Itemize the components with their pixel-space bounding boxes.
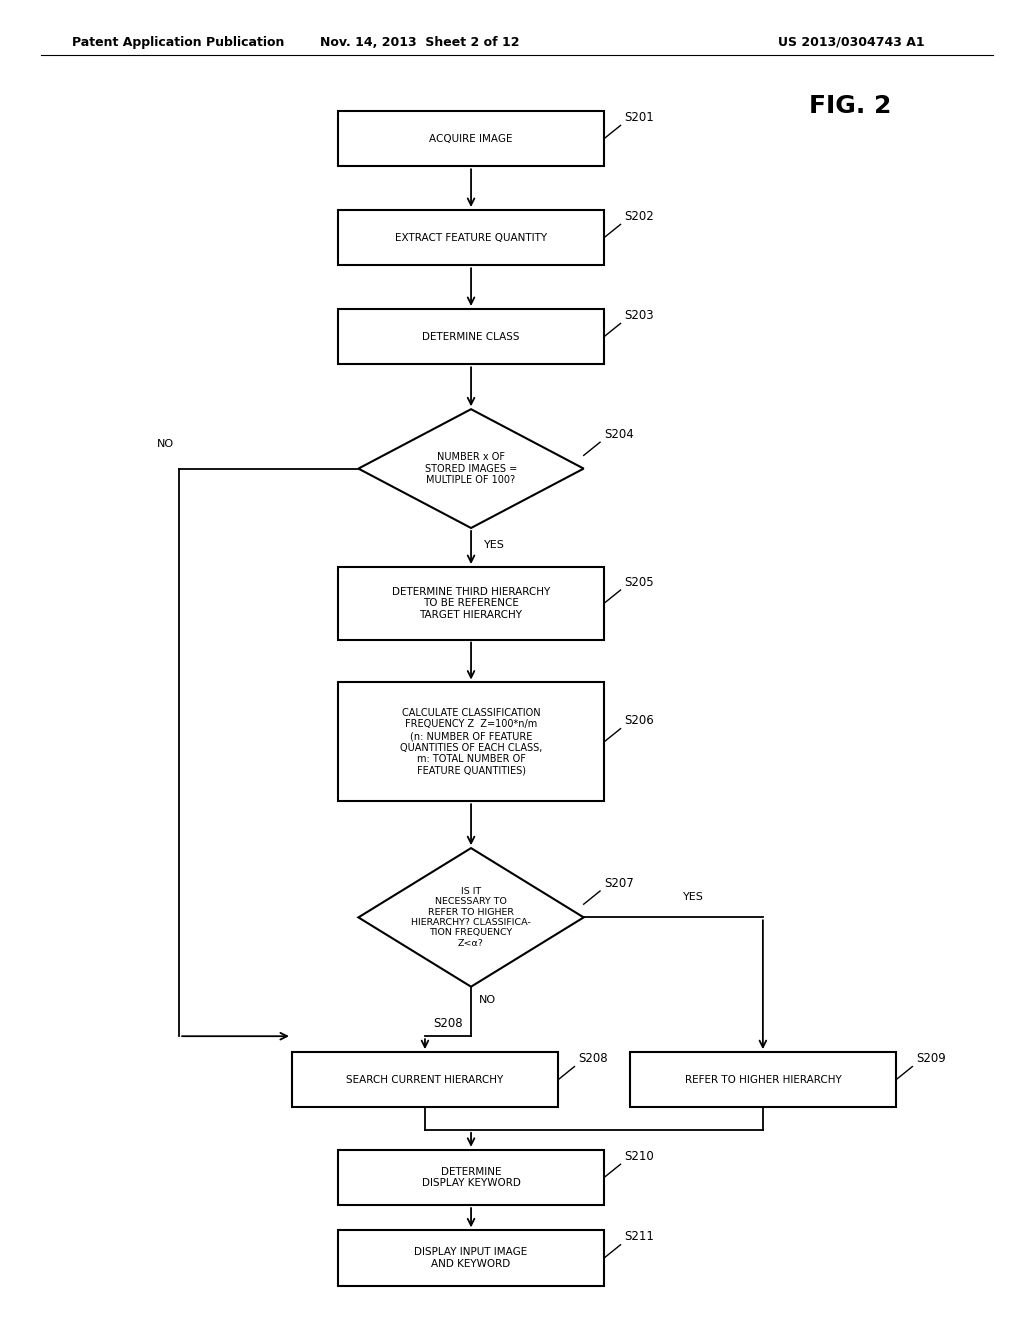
FancyBboxPatch shape (630, 1052, 896, 1107)
Text: NO: NO (479, 995, 497, 1005)
Text: Nov. 14, 2013  Sheet 2 of 12: Nov. 14, 2013 Sheet 2 of 12 (321, 36, 519, 49)
Text: DETERMINE THIRD HIERARCHY
TO BE REFERENCE
TARGET HIERARCHY: DETERMINE THIRD HIERARCHY TO BE REFERENC… (392, 586, 550, 620)
FancyBboxPatch shape (338, 111, 604, 166)
Text: US 2013/0304743 A1: US 2013/0304743 A1 (778, 36, 925, 49)
Text: SEARCH CURRENT HIERARCHY: SEARCH CURRENT HIERARCHY (346, 1074, 504, 1085)
Text: YES: YES (484, 540, 505, 550)
FancyBboxPatch shape (338, 682, 604, 801)
Text: S209: S209 (916, 1052, 946, 1065)
FancyBboxPatch shape (338, 210, 604, 265)
Text: DETERMINE
DISPLAY KEYWORD: DETERMINE DISPLAY KEYWORD (422, 1167, 520, 1188)
FancyBboxPatch shape (338, 1230, 604, 1286)
Text: ACQUIRE IMAGE: ACQUIRE IMAGE (429, 133, 513, 144)
Text: S208: S208 (579, 1052, 608, 1065)
Text: S202: S202 (625, 210, 654, 223)
Text: S201: S201 (625, 111, 654, 124)
Text: REFER TO HIGHER HIERARCHY: REFER TO HIGHER HIERARCHY (684, 1074, 842, 1085)
FancyBboxPatch shape (338, 566, 604, 639)
Text: S205: S205 (625, 576, 654, 589)
Polygon shape (358, 409, 584, 528)
Text: S208: S208 (433, 1016, 463, 1030)
FancyBboxPatch shape (338, 309, 604, 364)
Text: EXTRACT FEATURE QUANTITY: EXTRACT FEATURE QUANTITY (395, 232, 547, 243)
Polygon shape (358, 849, 584, 987)
Text: DETERMINE CLASS: DETERMINE CLASS (422, 331, 520, 342)
Text: S204: S204 (604, 428, 634, 441)
Text: S206: S206 (625, 714, 654, 727)
Text: Patent Application Publication: Patent Application Publication (72, 36, 284, 49)
Text: CALCULATE CLASSIFICATION
FREQUENCY Z  Z=100*n/m
(n: NUMBER OF FEATURE
QUANTITIES: CALCULATE CLASSIFICATION FREQUENCY Z Z=1… (399, 708, 543, 776)
Text: FIG. 2: FIG. 2 (809, 94, 891, 117)
FancyBboxPatch shape (338, 1150, 604, 1205)
Text: S207: S207 (604, 876, 634, 890)
Text: YES: YES (683, 891, 705, 902)
Text: NUMBER x OF
STORED IMAGES =
MULTIPLE OF 100?: NUMBER x OF STORED IMAGES = MULTIPLE OF … (425, 451, 517, 486)
Text: S211: S211 (625, 1230, 654, 1243)
Text: NO: NO (157, 438, 174, 449)
FancyBboxPatch shape (292, 1052, 558, 1107)
Text: S203: S203 (625, 309, 654, 322)
Text: DISPLAY INPUT IMAGE
AND KEYWORD: DISPLAY INPUT IMAGE AND KEYWORD (415, 1247, 527, 1269)
Text: IS IT
NECESSARY TO
REFER TO HIGHER
HIERARCHY? CLASSIFICA-
TION FREQUENCY
Z<α?: IS IT NECESSARY TO REFER TO HIGHER HIERA… (412, 887, 530, 948)
Text: S210: S210 (625, 1150, 654, 1163)
